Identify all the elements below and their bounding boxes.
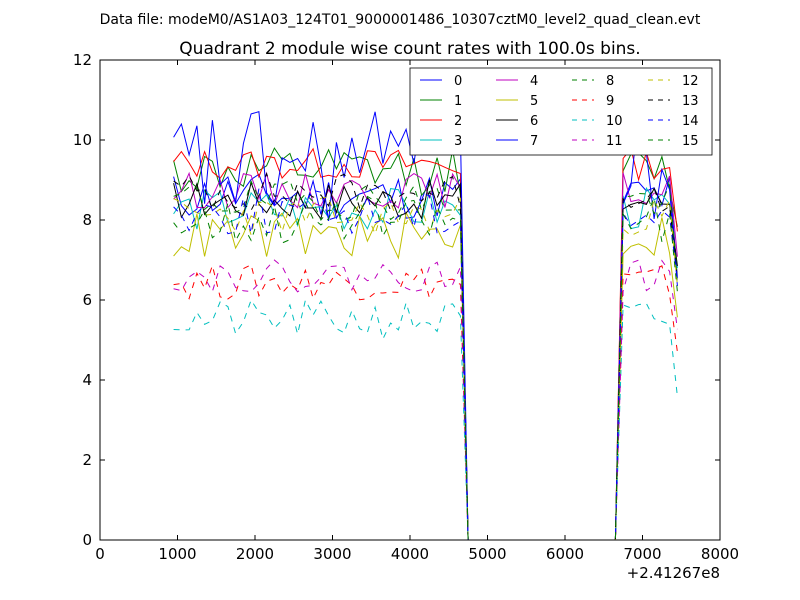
legend-label-4: 4 (530, 74, 538, 89)
x-tick-label: 6000 (546, 545, 584, 563)
chart-supertitle: Data file: modeM0/AS1A03_124T01_90000014… (100, 12, 701, 28)
y-tick-label: 8 (82, 211, 92, 229)
legend-label-7: 7 (530, 134, 538, 149)
x-tick-label: 8000 (701, 545, 739, 563)
x-tick-label: 7000 (623, 545, 661, 563)
legend-label-15: 15 (682, 134, 699, 149)
x-tick-label: 1000 (158, 545, 196, 563)
x-tick-label: 3000 (313, 545, 351, 563)
legend-label-5: 5 (530, 94, 538, 109)
chart-title: Quadrant 2 module wise count rates with … (179, 39, 640, 59)
x-offset-label: +2.41267e8 (627, 564, 720, 582)
legend-label-6: 6 (530, 114, 538, 129)
legend-label-9: 9 (606, 94, 614, 109)
legend-label-1: 1 (454, 94, 462, 109)
series-line-11 (173, 259, 678, 541)
legend-label-3: 3 (454, 134, 462, 149)
x-tick-label: 2000 (236, 545, 274, 563)
plot-border (99, 59, 721, 541)
series-line-9 (173, 263, 678, 541)
y-tick-label: 12 (73, 51, 92, 69)
legend-label-8: 8 (606, 74, 614, 89)
x-tick-label: 0 (95, 545, 105, 563)
legend-label-0: 0 (454, 74, 462, 89)
legend-label-14: 14 (682, 114, 699, 129)
y-tick-label: 10 (73, 131, 92, 149)
legend-label-11: 11 (606, 134, 623, 149)
x-tick-label: 5000 (468, 545, 506, 563)
y-tick-label: 0 (82, 531, 92, 549)
axis-layer: 0 1000 2000 3000 4000 5000 6000 7000 80000246810… (73, 51, 739, 563)
legend-label-2: 2 (454, 114, 462, 129)
y-tick-label: 4 (82, 371, 92, 389)
x-tick-label: 4000 (391, 545, 429, 563)
legend-label-10: 10 (606, 114, 623, 129)
legend-label-12: 12 (682, 74, 699, 89)
y-tick-label: 2 (82, 451, 92, 469)
y-tick-label: 6 (82, 291, 92, 309)
legend-label-13: 13 (682, 94, 699, 109)
